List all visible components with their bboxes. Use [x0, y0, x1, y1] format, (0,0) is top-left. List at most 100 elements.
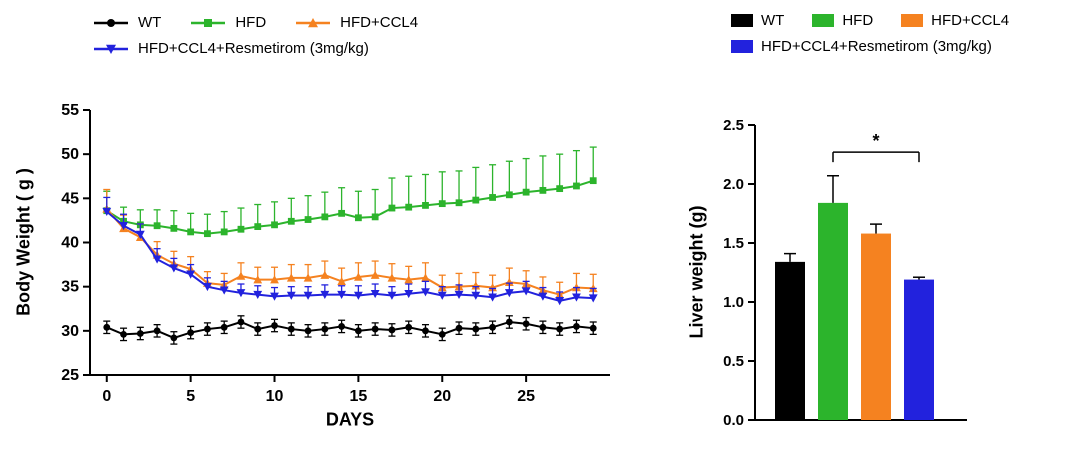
legend-item-hfd: HFD	[189, 14, 266, 31]
square-marker-icon	[204, 230, 211, 238]
days-x-axis-label: DAYS	[325, 409, 375, 430]
square-marker-icon	[204, 18, 213, 27]
square-marker-icon	[254, 223, 262, 230]
legend-label: HFD+CCL4	[931, 12, 1010, 29]
circle-marker-icon	[489, 323, 496, 331]
triangle-up-marker-icon	[421, 273, 430, 282]
y-tick-label: 2.5	[723, 117, 744, 134]
triangle-down-marker-icon	[572, 293, 581, 302]
triangle-down-marker-icon	[186, 270, 196, 279]
circle-marker-icon	[107, 18, 115, 27]
circle-marker-icon	[405, 323, 413, 331]
x-tick-label: 20	[433, 388, 451, 405]
square-marker-icon	[489, 194, 496, 201]
square-marker-icon	[354, 214, 362, 222]
triangle-up-marker-icon	[404, 275, 414, 284]
legend-item-wt: WT	[731, 12, 784, 29]
triangle-down-marker-icon	[119, 221, 128, 231]
liver-weight-bar-chart: 0.0 0.5 1.0 1.5 2.0 2.5 *	[723, 117, 967, 429]
square-marker-icon	[589, 177, 597, 185]
legend-label: HFD+CCL4+Resmetirom (3mg/kg)	[138, 40, 369, 57]
circle-marker-icon	[338, 323, 346, 330]
series-WT	[103, 315, 597, 345]
bar-HFD+CCL4	[861, 233, 891, 420]
triangle-down-marker-icon	[135, 230, 145, 239]
square-legend-icon	[191, 18, 226, 27]
series-line	[106, 210, 594, 302]
circle-marker-icon	[321, 325, 329, 333]
circle-legend-icon	[94, 18, 128, 27]
triangle-up-marker-icon	[308, 17, 319, 27]
x-tick-label: 0	[102, 388, 111, 405]
square-marker-icon	[220, 228, 228, 236]
triangle-up-marker-icon	[353, 272, 363, 281]
series-HFD	[103, 146, 597, 238]
square-marker-icon	[388, 204, 396, 212]
square-marker-icon	[522, 188, 530, 196]
circle-marker-icon	[371, 325, 379, 333]
triangle-down-marker-icon	[404, 289, 414, 299]
circle-marker-icon	[556, 325, 564, 333]
triangle-down-marker-icon	[320, 290, 330, 300]
square-marker-icon	[371, 213, 379, 221]
square-marker-icon	[338, 209, 346, 217]
liver-weight-panel: WT HFD HFD+CCL4 HFD+CCL4+Resmetirom (3mg/kg…	[645, 0, 1076, 454]
square-marker-icon	[287, 217, 295, 225]
legend-label: HFD	[842, 12, 874, 29]
circle-marker-icon	[170, 334, 178, 342]
series-HFD+CCL4+Resmetirom (3mg/kg)	[102, 196, 598, 306]
circle-marker-icon	[354, 327, 362, 335]
triangle-down-marker-icon	[504, 289, 514, 298]
y-tick-label: 2.0	[723, 176, 744, 193]
triangle-down-marker-icon	[488, 293, 497, 302]
triangle-up-marker-icon	[471, 281, 481, 290]
triangle-down-marker-icon	[421, 288, 430, 297]
bar-HFD	[818, 202, 848, 420]
legend-label: HFD+CCL4	[340, 14, 419, 31]
circle-marker-icon	[204, 325, 211, 333]
circle-marker-icon	[422, 327, 429, 335]
y-tick-label: 55	[61, 102, 79, 119]
triangle-down-marker-icon	[387, 291, 397, 300]
triangle-up-legend-icon	[296, 17, 331, 27]
triangle-up-marker-icon	[504, 277, 514, 286]
legend-swatch-icon	[812, 14, 835, 27]
square-marker-icon	[304, 216, 312, 223]
square-marker-icon	[455, 199, 463, 207]
circle-marker-icon	[120, 330, 127, 338]
triangle-down-marker-icon	[437, 291, 447, 300]
triangle-up-marker-icon	[270, 275, 279, 284]
circle-marker-icon	[589, 324, 597, 332]
legend-item-hfd-ccl4-resmetirom-3mg-kg-: HFD+CCL4+Resmetirom (3mg/kg)	[731, 38, 992, 55]
legend-row: HFD+CCL4+Resmetirom (3mg/kg)	[731, 38, 1009, 55]
legend-label: HFD	[235, 14, 267, 31]
square-marker-icon	[573, 182, 580, 190]
circle-marker-icon	[287, 325, 295, 333]
circle-marker-icon	[573, 323, 580, 330]
triangle-down-marker-icon	[370, 289, 380, 299]
circle-marker-icon	[388, 326, 396, 334]
square-marker-icon	[422, 202, 429, 209]
circle-marker-icon	[522, 320, 530, 328]
triangle-down-marker-icon	[471, 291, 481, 300]
legend-item-hfd-ccl4: HFD+CCL4	[294, 14, 418, 31]
legend-item-hfd-ccl4-resmetirom-3mg-kg-: HFD+CCL4+Resmetirom (3mg/kg)	[92, 40, 369, 57]
circle-marker-icon	[103, 323, 111, 331]
triangle-down-marker-icon	[353, 291, 363, 300]
legend-swatch-icon	[731, 40, 753, 53]
liver-weight-legend: WT HFD HFD+CCL4 HFD+CCL4+Resmetirom (3mg/kg…	[731, 12, 1009, 55]
legend-item-wt: WT	[92, 14, 161, 31]
square-marker-icon	[271, 221, 278, 229]
legend-row: WT HFD HFD+CCL4	[92, 14, 418, 31]
bar-HFD+CCL4+Resmetirom (3mg/kg)	[904, 279, 934, 420]
triangle-down-marker-icon	[303, 291, 313, 300]
x-tick-label: 15	[349, 388, 367, 405]
triangle-down-marker-icon	[203, 282, 212, 292]
y-tick-label: 1.0	[723, 294, 744, 311]
bar-WT	[775, 261, 805, 420]
y-tick-label: 45	[61, 190, 79, 207]
triangle-down-marker-icon	[555, 297, 565, 306]
circle-marker-icon	[187, 329, 195, 336]
legend-row: HFD+CCL4+Resmetirom (3mg/kg)	[92, 40, 418, 57]
